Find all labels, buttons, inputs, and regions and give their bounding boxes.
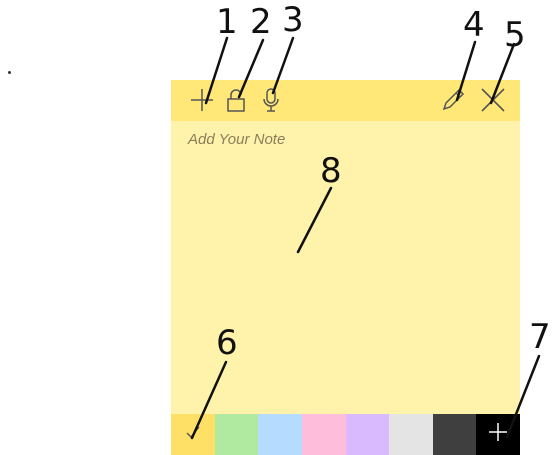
microphone-icon bbox=[260, 87, 282, 113]
pencil-icon bbox=[440, 87, 466, 113]
microphone-button[interactable] bbox=[257, 86, 285, 114]
add-color-button[interactable] bbox=[476, 414, 520, 455]
swatch-pink[interactable] bbox=[301, 414, 346, 455]
close-icon bbox=[480, 87, 506, 113]
swatch-green[interactable] bbox=[214, 414, 259, 455]
note-header bbox=[171, 80, 520, 121]
annotation-label: 8 bbox=[320, 151, 342, 191]
swatch-dark-gray[interactable] bbox=[432, 414, 477, 455]
annotation-label: 1 bbox=[216, 2, 238, 42]
annotation-label: 4 bbox=[463, 5, 485, 45]
lock-button[interactable] bbox=[222, 86, 250, 114]
add-note-button[interactable] bbox=[188, 86, 216, 114]
note-placeholder: Add Your Note bbox=[188, 131, 286, 148]
swatch-blue[interactable] bbox=[258, 414, 302, 455]
color-palette bbox=[171, 414, 520, 455]
swatch-purple[interactable] bbox=[345, 414, 390, 455]
annotation-label: 3 bbox=[282, 0, 304, 40]
swatch-gray[interactable] bbox=[389, 414, 433, 455]
lock-icon bbox=[224, 87, 248, 113]
annotation-label: 7 bbox=[529, 317, 551, 357]
plus-icon bbox=[189, 87, 215, 113]
stray-dot bbox=[8, 71, 11, 74]
plus-icon bbox=[487, 421, 509, 448]
annotation-label: 6 bbox=[216, 323, 238, 363]
sticky-note: Add Your Note bbox=[171, 80, 520, 455]
close-button[interactable] bbox=[479, 86, 507, 114]
annotation-label: 5 bbox=[504, 15, 526, 55]
checkmark-icon bbox=[185, 424, 201, 445]
edit-button[interactable] bbox=[439, 86, 467, 114]
note-text-area[interactable]: Add Your Note bbox=[171, 121, 520, 414]
swatch-yellow[interactable] bbox=[171, 414, 215, 455]
annotation-label: 2 bbox=[250, 2, 272, 42]
